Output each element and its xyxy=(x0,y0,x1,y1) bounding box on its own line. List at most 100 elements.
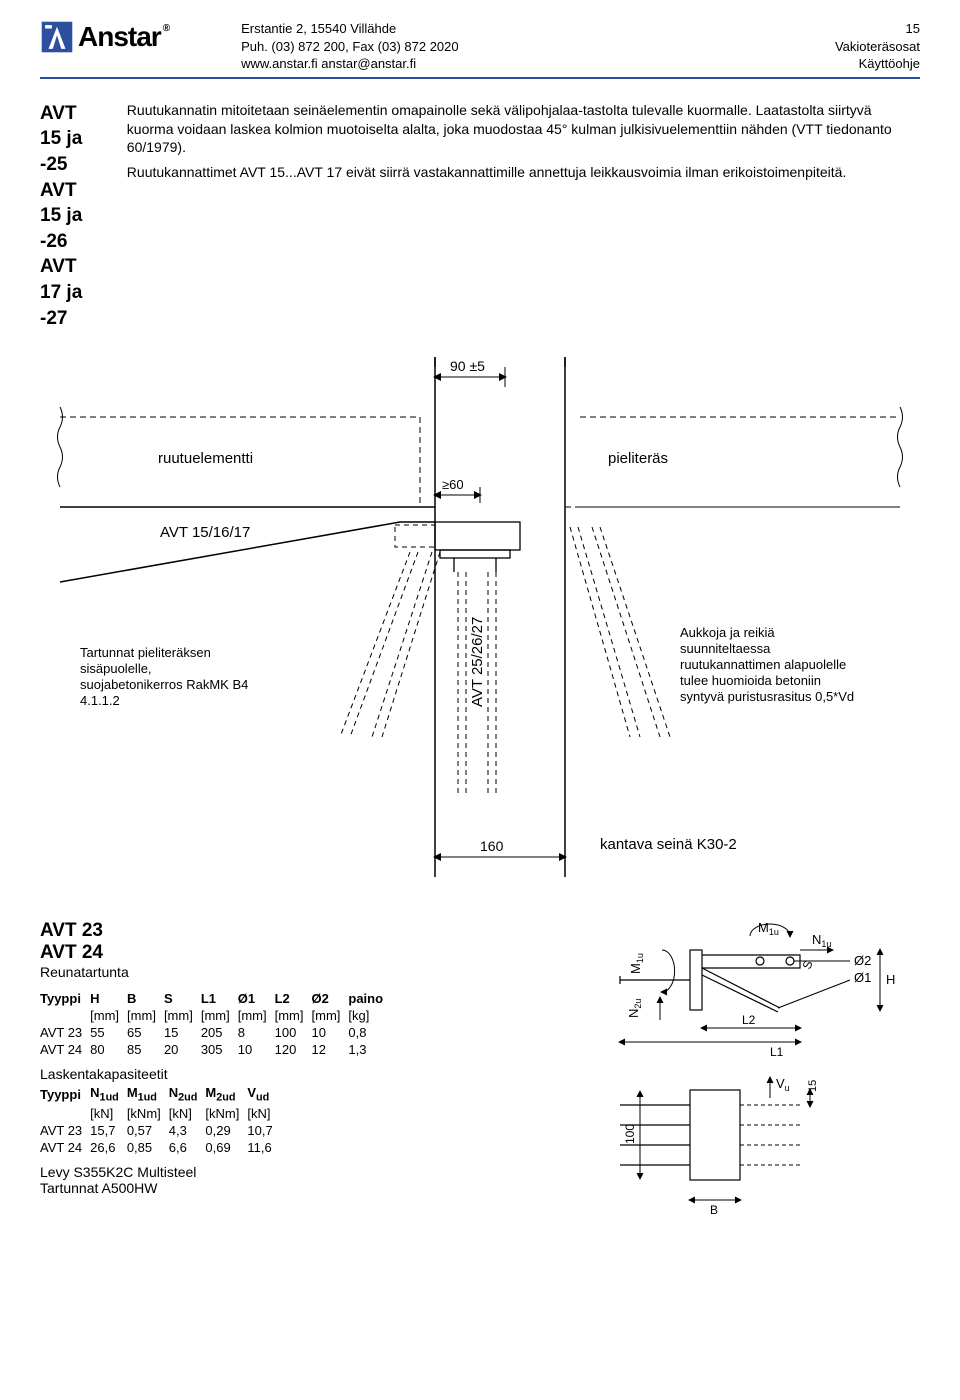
cell: 11,6 xyxy=(247,1139,280,1156)
force-label: M1u xyxy=(628,954,645,975)
figure-section-view: 90 ±5 ruutuelementti pieliteräs xyxy=(40,337,920,902)
force-label: M1u xyxy=(758,920,779,937)
address-line: Puh. (03) 872 200, Fax (03) 872 2020 xyxy=(241,38,823,56)
dim-label: H xyxy=(886,972,895,987)
note-line: sisäpuolelle, xyxy=(80,661,152,676)
product-subtitle: Reunatartunta xyxy=(40,964,586,980)
unit: [mm] xyxy=(127,1007,164,1024)
note-line: 4.1.1.2 xyxy=(80,693,120,708)
cell: 120 xyxy=(275,1041,312,1058)
header-right: 15 Vakioteräsosat Käyttöohje xyxy=(835,20,920,73)
cell: 10 xyxy=(238,1041,275,1058)
dimensions-table: Tyyppi H B S L1 Ø1 L2 Ø2 paino [mm] [mm] xyxy=(40,990,391,1058)
unit: [kg] xyxy=(348,1007,391,1024)
section-avt23-24: AVT 23 AVT 24 Reunatartunta Tyyppi H B S… xyxy=(40,920,920,1225)
col-header: M1ud xyxy=(127,1084,169,1105)
col-header: H xyxy=(90,990,127,1007)
callout-label: AVT 15/16/17 xyxy=(160,524,250,541)
dim-label: ≥60 xyxy=(442,477,464,492)
cell: 0,69 xyxy=(205,1139,247,1156)
address-line: Erstantie 2, 15540 Villähde xyxy=(241,20,823,38)
unit: [kN] xyxy=(169,1105,206,1122)
dim-label: 100 xyxy=(623,1124,637,1144)
section-drawing-svg: 90 ±5 ruutuelementti pieliteräs xyxy=(40,337,920,897)
col-header: N2ud xyxy=(169,1084,206,1105)
anstar-logo-icon xyxy=(40,20,74,54)
page-header: Anstar® Erstantie 2, 15540 Villähde Puh.… xyxy=(40,20,920,73)
col-header: L2 xyxy=(275,990,312,1007)
note-line: Levy S355K2C Multisteel xyxy=(40,1164,586,1180)
figure-bracket-detail: M1u N1u M1u N2u Ø2 Ø1 xyxy=(600,920,920,1225)
registered-icon: ® xyxy=(163,23,169,34)
product-code: AVT 15 ja -26 xyxy=(40,178,99,255)
table-title: Laskentakapasiteetit xyxy=(40,1066,586,1082)
col-header: N1ud xyxy=(90,1084,127,1105)
force-label: N1u xyxy=(812,932,831,949)
brand-logo: Anstar® xyxy=(40,20,169,54)
cell: 80 xyxy=(90,1041,127,1058)
note-line: syntyvä puristusrasitus 0,5*Vd xyxy=(680,689,854,704)
note-line: tulee huomioida betoniin xyxy=(680,673,821,688)
address-line: www.anstar.fi anstar@anstar.fi xyxy=(241,55,823,73)
col-header: L1 xyxy=(201,990,238,1007)
dim-label: L2 xyxy=(742,1013,756,1027)
product-codes: AVT 15 ja -25 AVT 15 ja -26 AVT 17 ja -2… xyxy=(40,101,99,332)
cell: 15 xyxy=(164,1024,201,1041)
cell: 100 xyxy=(275,1024,312,1041)
table-units-row: [kN] [kNm] [kN] [kNm] [kN] xyxy=(40,1105,281,1122)
cell: 8 xyxy=(238,1024,275,1041)
cell: AVT 23 xyxy=(40,1024,90,1041)
cell: AVT 24 xyxy=(40,1041,90,1058)
cell: 20 xyxy=(164,1041,201,1058)
cell: 6,6 xyxy=(169,1139,206,1156)
cell: 12 xyxy=(312,1041,349,1058)
note-line: suojabetonikerros RakMK B4 xyxy=(80,677,248,692)
col-header: B xyxy=(127,990,164,1007)
cell: 15,7 xyxy=(90,1122,127,1139)
unit: [kNm] xyxy=(127,1105,169,1122)
header-address: Erstantie 2, 15540 Villähde Puh. (03) 87… xyxy=(241,20,823,73)
col-header: Ø2 xyxy=(312,990,349,1007)
table-row: AVT 24 80 85 20 305 10 120 12 1,3 xyxy=(40,1041,391,1058)
cell: 305 xyxy=(201,1041,238,1058)
dim-label: Ø1 xyxy=(854,970,871,985)
dim-label: L1 xyxy=(770,1045,784,1059)
dim-label: Ø2 xyxy=(854,953,871,968)
table-row: AVT 23 15,7 0,57 4,3 0,29 10,7 xyxy=(40,1122,281,1139)
intro-paragraphs: Ruutukannatin mitoitetaan seinäelementin… xyxy=(127,101,920,332)
header-rule xyxy=(40,77,920,79)
cell: 1,3 xyxy=(348,1041,391,1058)
dim-label: 160 xyxy=(480,838,504,854)
cell: 205 xyxy=(201,1024,238,1041)
header-doc-type: Käyttöohje xyxy=(835,55,920,73)
product-title: AVT 24 xyxy=(40,942,586,964)
bracket-detail-svg: M1u N1u M1u N2u Ø2 Ø1 xyxy=(600,920,920,1220)
force-label: Vu xyxy=(776,1076,790,1093)
dim-label: 90 ±5 xyxy=(450,358,485,374)
product-title: AVT 23 xyxy=(40,920,586,942)
callout-label: ruutuelementti xyxy=(158,450,253,467)
col-header: M2ud xyxy=(205,1084,247,1105)
capacity-table: Tyyppi N1ud M1ud N2ud M2ud Vud [kN] [kNm… xyxy=(40,1084,281,1156)
unit: [mm] xyxy=(275,1007,312,1024)
unit: [kNm] xyxy=(205,1105,247,1122)
cell: AVT 23 xyxy=(40,1122,90,1139)
material-notes: Levy S355K2C Multisteel Tartunnat A500HW xyxy=(40,1164,586,1196)
note-line: Aukkoja ja reikiä xyxy=(680,625,775,640)
note-line: suunniteltaessa xyxy=(680,641,771,656)
section-avt-intro: AVT 15 ja -25 AVT 15 ja -26 AVT 17 ja -2… xyxy=(40,101,920,332)
callout-label: kantava seinä K30-2 xyxy=(600,836,737,853)
dim-label: B xyxy=(710,1203,718,1217)
cell: 10 xyxy=(312,1024,349,1041)
page-number: 15 xyxy=(835,20,920,38)
header-section: Vakioteräsosat xyxy=(835,38,920,56)
col-header: Tyyppi xyxy=(40,990,90,1007)
col-header: paino xyxy=(348,990,391,1007)
cell: 0,85 xyxy=(127,1139,169,1156)
brand-name: Anstar® xyxy=(78,21,169,53)
paragraph: Ruutukannatin mitoitetaan seinäelementin… xyxy=(127,101,920,158)
force-label: N2u xyxy=(626,999,643,1018)
cell: 65 xyxy=(127,1024,164,1041)
unit: [mm] xyxy=(201,1007,238,1024)
table-units-row: [mm] [mm] [mm] [mm] [mm] [mm] [mm] [kg] xyxy=(40,1007,391,1024)
